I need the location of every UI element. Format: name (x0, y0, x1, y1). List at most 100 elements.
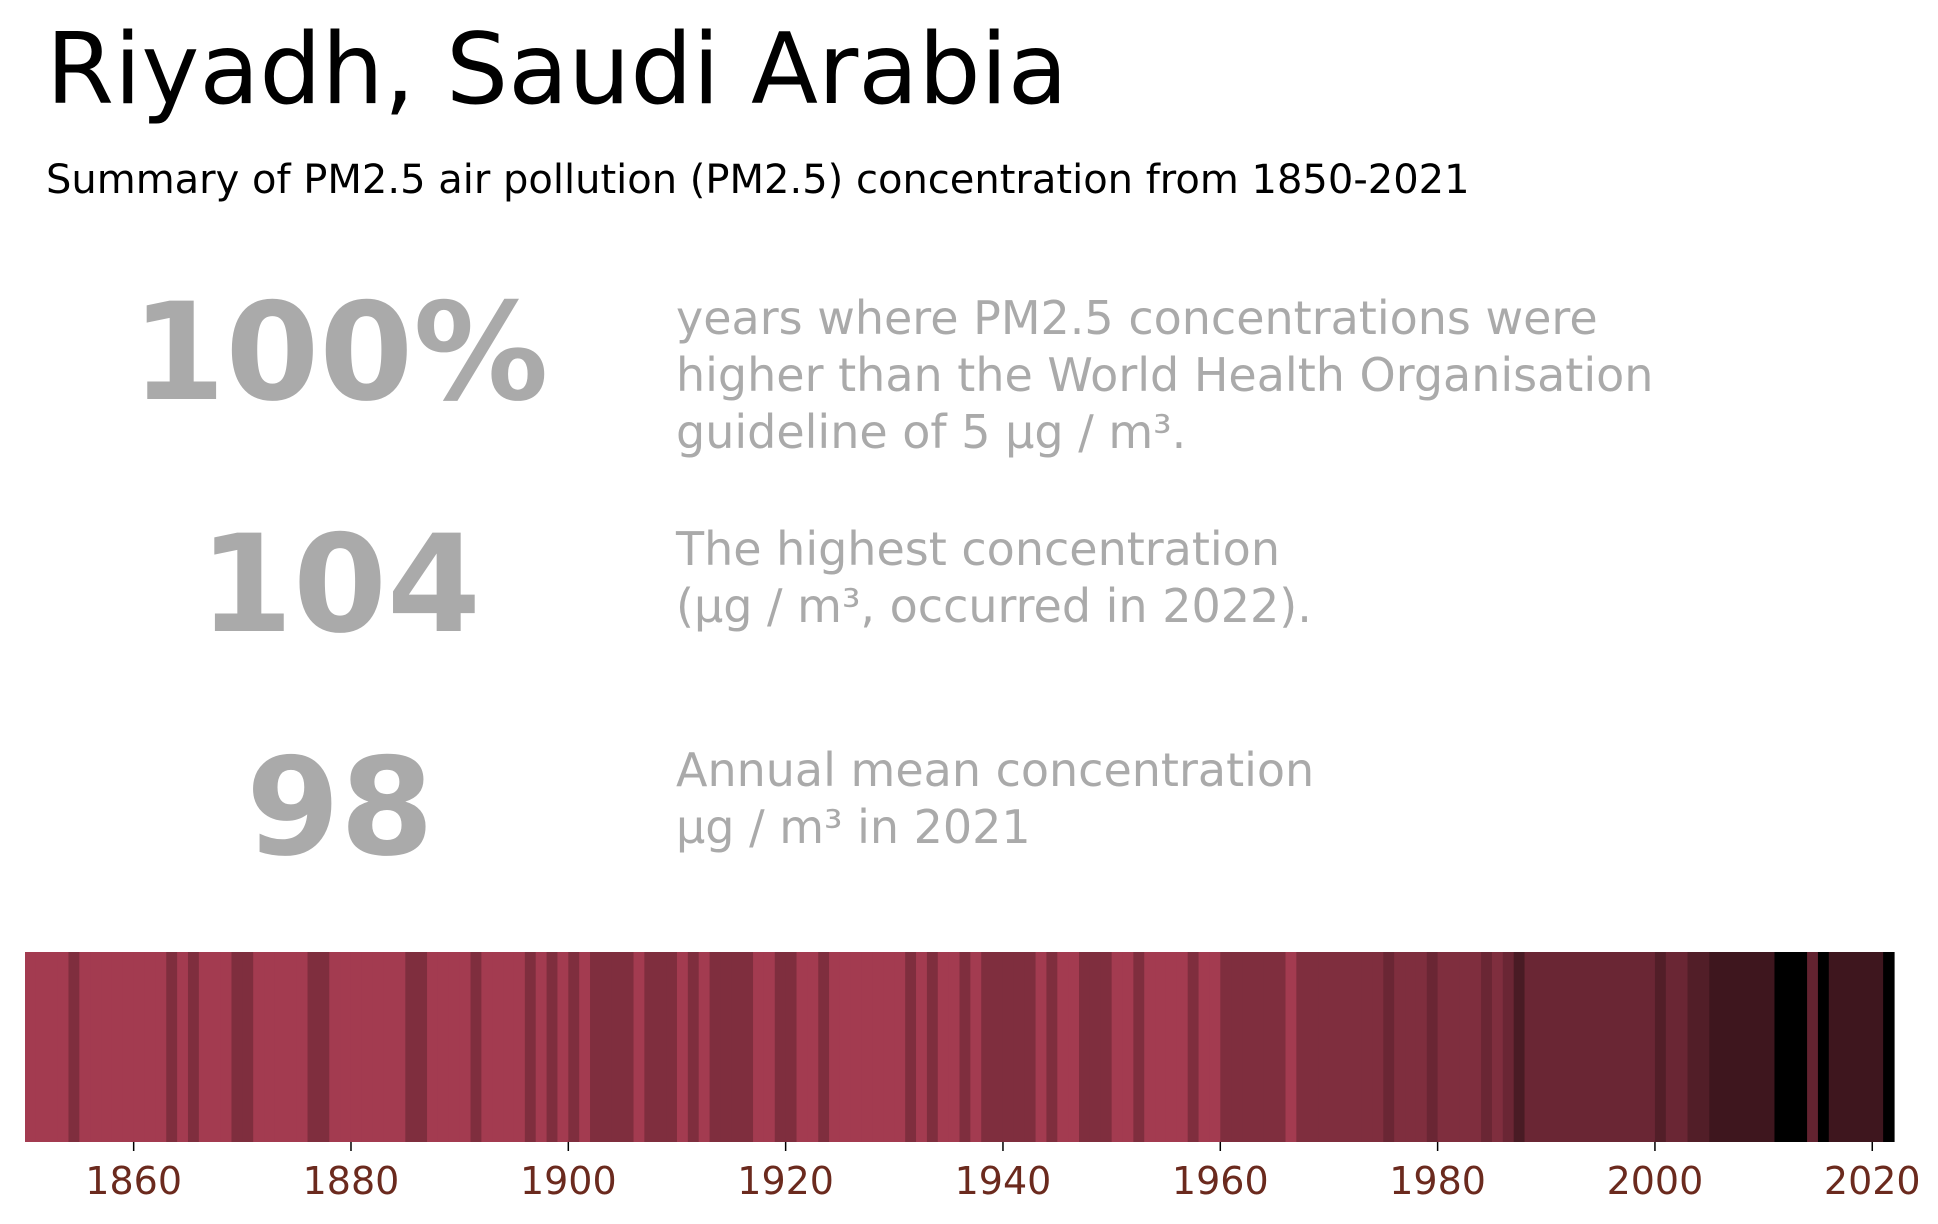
stripe-2009 (1752, 952, 1765, 1142)
stripe-1968 (1307, 952, 1319, 1142)
stripe-1901 (579, 952, 591, 1142)
stripe-1850 (25, 952, 37, 1142)
stripe-1961 (1231, 952, 1243, 1142)
stripe-2001 (1665, 952, 1678, 1142)
stripe-2013 (1796, 952, 1808, 1142)
stripe-1995 (1600, 952, 1613, 1142)
stripe-1947 (1079, 952, 1091, 1142)
stripe-1978 (1415, 952, 1428, 1142)
stripe-1880 (350, 952, 363, 1142)
stripe-2004 (1698, 952, 1710, 1142)
stripe-2019 (1861, 952, 1873, 1142)
x-tick-label: 1920 (737, 1159, 834, 1203)
stripe-1921 (796, 952, 808, 1142)
stripe-2002 (1676, 952, 1689, 1142)
stripe-1996 (1611, 952, 1623, 1142)
stripe-1863 (166, 952, 178, 1142)
stripe-1930 (894, 952, 906, 1142)
stat-description-highest-concentration: The highest concentration (µg / m³, occu… (676, 522, 1312, 633)
stripe-1878 (329, 952, 341, 1142)
stripe-1952 (1133, 952, 1145, 1142)
stripe-1915 (731, 952, 743, 1142)
stat-description-percent-years: years where PM2.5 concentrations were hi… (676, 291, 1654, 459)
stripe-2010 (1763, 952, 1776, 1142)
x-tick-label: 1860 (85, 1159, 182, 1203)
stripe-2018 (1850, 952, 1862, 1142)
stripe-1854 (68, 952, 80, 1142)
stripe-1963 (1252, 952, 1265, 1142)
stripe-1970 (1328, 952, 1341, 1142)
stripe-1935 (948, 952, 961, 1142)
stripe-1928 (872, 952, 885, 1142)
stripe-1956 (1176, 952, 1189, 1142)
stripe-1994 (1589, 952, 1602, 1142)
x-tick-label: 1980 (1389, 1159, 1486, 1203)
stripe-1983 (1470, 952, 1482, 1142)
stripe-1885 (405, 952, 417, 1142)
stripe-1888 (437, 952, 450, 1142)
stripe-2005 (1709, 952, 1721, 1142)
stripe-1957 (1187, 952, 1200, 1142)
stat-value-highest-concentration: 104 (199, 506, 481, 663)
stripe-1893 (492, 952, 504, 1142)
stripe-1869 (231, 952, 243, 1142)
stripe-1967 (1296, 952, 1308, 1142)
stripe-1990 (1546, 952, 1558, 1142)
stripe-1942 (1024, 952, 1037, 1142)
stripe-1973 (1361, 952, 1374, 1142)
stripe-1904 (611, 952, 624, 1142)
stripe-1870 (242, 952, 254, 1142)
stripe-1851 (35, 952, 48, 1142)
stripe-1857 (101, 952, 113, 1142)
stripe-1939 (992, 952, 1004, 1142)
stripe-1979 (1426, 952, 1439, 1142)
stripe-1971 (1339, 952, 1352, 1142)
stripe-1879 (340, 952, 352, 1142)
stripe-1914 (720, 952, 732, 1142)
stripe-1910 (676, 952, 689, 1142)
stripe-1955 (1165, 952, 1178, 1142)
stripe-1923 (818, 952, 830, 1142)
stripe-1902 (590, 952, 602, 1142)
stripe-1931 (905, 952, 917, 1142)
page-subtitle: Summary of PM2.5 air pollution (PM2.5) c… (46, 157, 1470, 203)
x-tick-label: 2000 (1607, 1159, 1704, 1203)
stripe-1920 (785, 952, 798, 1142)
stripe-1882 (372, 952, 385, 1142)
x-tick-label: 1960 (1172, 1159, 1269, 1203)
stripe-1900 (568, 952, 580, 1142)
stripe-1982 (1459, 952, 1471, 1142)
stripe-1861 (144, 952, 156, 1142)
stripe-1998 (1633, 952, 1645, 1142)
stripe-1853 (57, 952, 70, 1142)
stat-value-annual-mean: 98 (246, 729, 434, 886)
stripe-2007 (1731, 952, 1743, 1142)
stripe-1872 (264, 952, 276, 1142)
stripe-1852 (46, 952, 59, 1142)
stripe-1941 (1013, 952, 1026, 1142)
stripe-1905 (622, 952, 635, 1142)
stripe-1894 (503, 952, 515, 1142)
stripe-1886 (416, 952, 428, 1142)
stripe-1981 (1448, 952, 1460, 1142)
stripe-1977 (1405, 952, 1417, 1142)
stripe-1860 (133, 952, 146, 1142)
stripe-1987 (1513, 952, 1526, 1142)
stripe-1924 (829, 952, 841, 1142)
stripe-2015 (1817, 952, 1830, 1142)
stripe-1859 (122, 952, 135, 1142)
stripe-2016 (1828, 952, 1841, 1142)
stripe-1997 (1622, 952, 1634, 1142)
stripe-1959 (1209, 952, 1221, 1142)
stripe-1887 (427, 952, 439, 1142)
page-title: Riyadh, Saudi Arabia (46, 13, 1068, 127)
stripe-1912 (698, 952, 711, 1142)
stripe-1922 (807, 952, 819, 1142)
stat-description-annual-mean: Annual mean concentration µg / m³ in 202… (676, 743, 1315, 854)
stripe-2021 (1883, 952, 1895, 1142)
stripe-1896 (524, 952, 537, 1142)
stripe-1989 (1535, 952, 1547, 1142)
x-tick-label: 2020 (1824, 1159, 1921, 1203)
stripe-1877 (318, 952, 330, 1142)
stripe-1948 (1089, 952, 1102, 1142)
